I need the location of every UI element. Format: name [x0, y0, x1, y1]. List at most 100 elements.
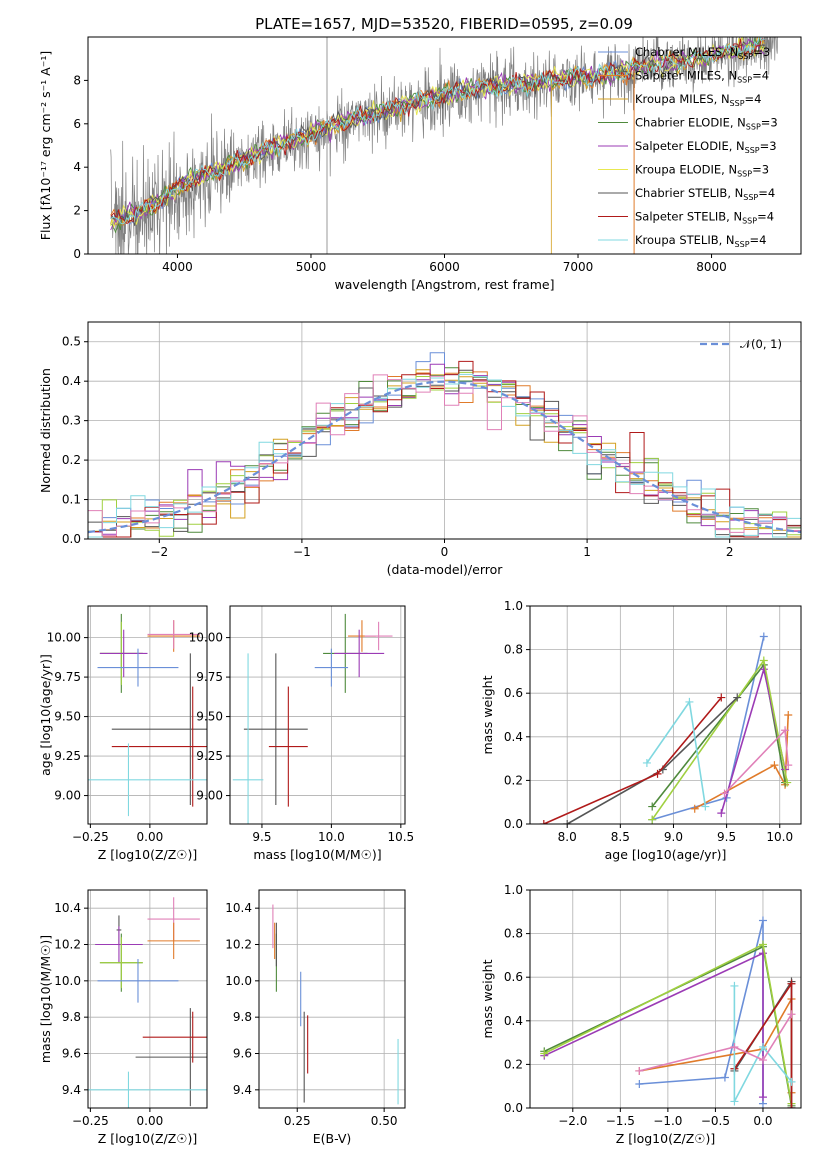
spectrum-legend-entry: Salpeter MILES, NSSP=4 — [635, 69, 769, 85]
weight-vs-Z-xtick-label: −0.5 — [701, 1114, 730, 1128]
spectrum-model-line — [110, 37, 765, 225]
weight-vs-Z-point-marker — [730, 1042, 739, 1051]
age-vs-Z-xtick-label: 0.00 — [137, 830, 164, 844]
mass-vs-ebv-ytick-label: 10.4 — [225, 901, 252, 915]
spectrum-xtick-label: 4000 — [162, 260, 193, 274]
residuals-legend-entry: 𝒩(0, 1) — [740, 337, 782, 351]
weight-vs-age-frame — [529, 605, 802, 825]
weight-vs-Z-point-marker — [635, 1066, 644, 1075]
spectrum-axes — [84, 79, 713, 258]
residuals-ylabel: Normed distribution — [38, 368, 53, 493]
spectrum-legend-entry: Salpeter ELODIE, NSSP=3 — [635, 139, 777, 155]
age-vs-Z-xtick-label: −0.25 — [72, 830, 109, 844]
weight-vs-Z-xtick-label: −1.0 — [653, 1114, 682, 1128]
residuals-frame — [87, 321, 802, 540]
weight-vs-age-point-marker — [690, 804, 699, 813]
weight-vs-Z-point-marker — [787, 1104, 796, 1108]
mass-vs-ebv-ytick-label: 10.0 — [225, 974, 252, 988]
age-vs-Z-ylabel: age [log10(age/yr)] — [38, 654, 53, 776]
age-vs-Z-ytick-label: 9.25 — [54, 749, 81, 763]
residuals-ytick-label: 0.0 — [62, 532, 81, 546]
age-vs-mass-axes — [226, 606, 405, 828]
weight-vs-Z-ytick-label: 0.8 — [504, 927, 523, 941]
age-vs-Z-ytick-label: 9.50 — [54, 710, 81, 724]
mass-vs-Z-xlabel: Z [log10(Z/Z☉)] — [98, 1131, 198, 1146]
weight-vs-Z-ytick-label: 0.0 — [504, 1101, 523, 1115]
weight-vs-age-plot — [539, 632, 793, 824]
mass-vs-ebv-frame — [258, 889, 406, 1109]
spectrum-legend-entry: Salpeter STELIB, NSSP=4 — [635, 210, 774, 226]
residuals-ytick-label: 0.4 — [62, 374, 81, 388]
residuals-ytick-label: 0.2 — [62, 453, 81, 467]
spectrum-data-line — [110, 37, 778, 254]
residuals-xtick-label: −1 — [293, 545, 311, 559]
spectrum-model-line — [110, 38, 765, 231]
mass-vs-ebv-ytick-label: 9.4 — [233, 1083, 252, 1097]
weight-vs-age-point-marker — [759, 656, 768, 665]
weight-vs-age-point-marker — [759, 665, 768, 674]
mass-vs-ebv-ytick-label: 9.6 — [233, 1047, 252, 1061]
weight-vs-age-point-marker — [653, 769, 662, 778]
weight-vs-age-point-marker — [784, 761, 793, 770]
mass-vs-Z-ytick-label: 9.8 — [62, 1010, 81, 1024]
spectrum-ytick-label: 6 — [73, 117, 81, 131]
weight-vs-age-xtick-label: 8.5 — [611, 830, 630, 844]
spectrum-legend-entry: Kroupa MILES, NSSP=4 — [635, 92, 761, 108]
weight-vs-Z-xtick-label: −1.5 — [606, 1114, 635, 1128]
mass-vs-Z-ytick-label: 10.0 — [54, 974, 81, 988]
age-vs-mass-ytick-label: 10.00 — [189, 631, 223, 645]
weight-vs-age-point-marker — [720, 789, 729, 798]
mass-vs-ebv-axes — [255, 890, 405, 1112]
age-vs-mass-ytick-label: 9.25 — [196, 749, 223, 763]
residuals-xtick-label: 1 — [583, 545, 591, 559]
weight-vs-age-point-marker — [733, 693, 742, 702]
spectrum-model-line — [110, 38, 765, 225]
weight-vs-age-xtick-label: 9.5 — [717, 830, 736, 844]
age-vs-Z-ytick-label: 9.75 — [54, 670, 81, 684]
weight-vs-age-ylabel: mass weight — [480, 675, 495, 754]
weight-vs-Z-xlabel: Z [log10(Z/Z☉)] — [616, 1131, 716, 1146]
mass-vs-Z-ytick-label: 9.6 — [62, 1047, 81, 1061]
weight-vs-age-point-marker — [717, 693, 726, 702]
mass-vs-Z-ytick-label: 10.4 — [54, 901, 81, 915]
weight-vs-Z-point-marker — [758, 940, 767, 949]
plot-layer: 4000 5000 6000 7000 8000 0 2 4 6 8 wavelength [Ang… — [38, 36, 802, 1146]
figure-title: PLATE=1657, MJD=53520, FIBERID=0595, z=0… — [255, 15, 633, 33]
weight-vs-age-point-marker — [648, 815, 657, 824]
mass-vs-Z-frame — [87, 889, 208, 1109]
age-vs-Z-axes — [84, 606, 207, 828]
spectrum-xtick-label: 6000 — [429, 260, 460, 274]
weight-vs-age-point-marker — [781, 726, 790, 735]
residuals-histogram-series — [88, 374, 801, 539]
weight-vs-age-xtick-label: 9.0 — [664, 830, 683, 844]
spectrum-legend-entry: Chabrier STELIB, NSSP=4 — [635, 186, 775, 202]
weight-vs-Z-ylabel: mass weight — [480, 959, 495, 1038]
age-vs-Z-xlabel: Z [log10(Z/Z☉)] — [98, 847, 198, 862]
weight-vs-age-ytick-label: 0.0 — [504, 817, 523, 831]
weight-vs-age-point-marker — [648, 802, 657, 811]
weight-vs-age-xtick-label: 10.0 — [766, 830, 793, 844]
age-vs-mass-xlabel: mass [log10(M/M☉)] — [253, 847, 381, 862]
age-vs-mass-ytick-label: 9.50 — [196, 710, 223, 724]
weight-vs-age-xtick-label: 8.0 — [558, 830, 577, 844]
weight-vs-age-point-marker — [685, 697, 694, 706]
mass-vs-Z-plot — [88, 897, 207, 1108]
residuals-xlabel: (data-model)/error — [387, 562, 504, 577]
mass-vs-Z-ytick-label: 10.2 — [54, 938, 81, 952]
spectrum-xtick-label: 5000 — [296, 260, 327, 274]
spectrum-ytick-label: 0 — [73, 247, 81, 261]
mass-vs-Z-ylabel: mass [log10(M/M☉)] — [38, 935, 53, 1063]
weight-vs-Z-plot — [540, 916, 796, 1108]
age-vs-mass-ytick-label: 9.00 — [196, 789, 223, 803]
residuals-ytick-label: 0.1 — [62, 493, 81, 507]
weight-vs-Z-point-marker — [758, 1042, 767, 1051]
mass-vs-Z-xtick-label: 0.00 — [137, 1114, 164, 1128]
weight-vs-Z-xtick-label: 0.0 — [753, 1114, 772, 1128]
weight-vs-Z-point-marker — [787, 1077, 796, 1086]
weight-vs-age-xlabel: age [log10(age/yr)] — [605, 847, 727, 862]
weight-vs-Z-ytick-label: 0.4 — [504, 1014, 523, 1028]
mass-vs-Z-ytick-label: 9.4 — [62, 1083, 81, 1097]
residuals-xtick-label: 2 — [726, 545, 734, 559]
residuals-xtick-label: 0 — [441, 545, 449, 559]
